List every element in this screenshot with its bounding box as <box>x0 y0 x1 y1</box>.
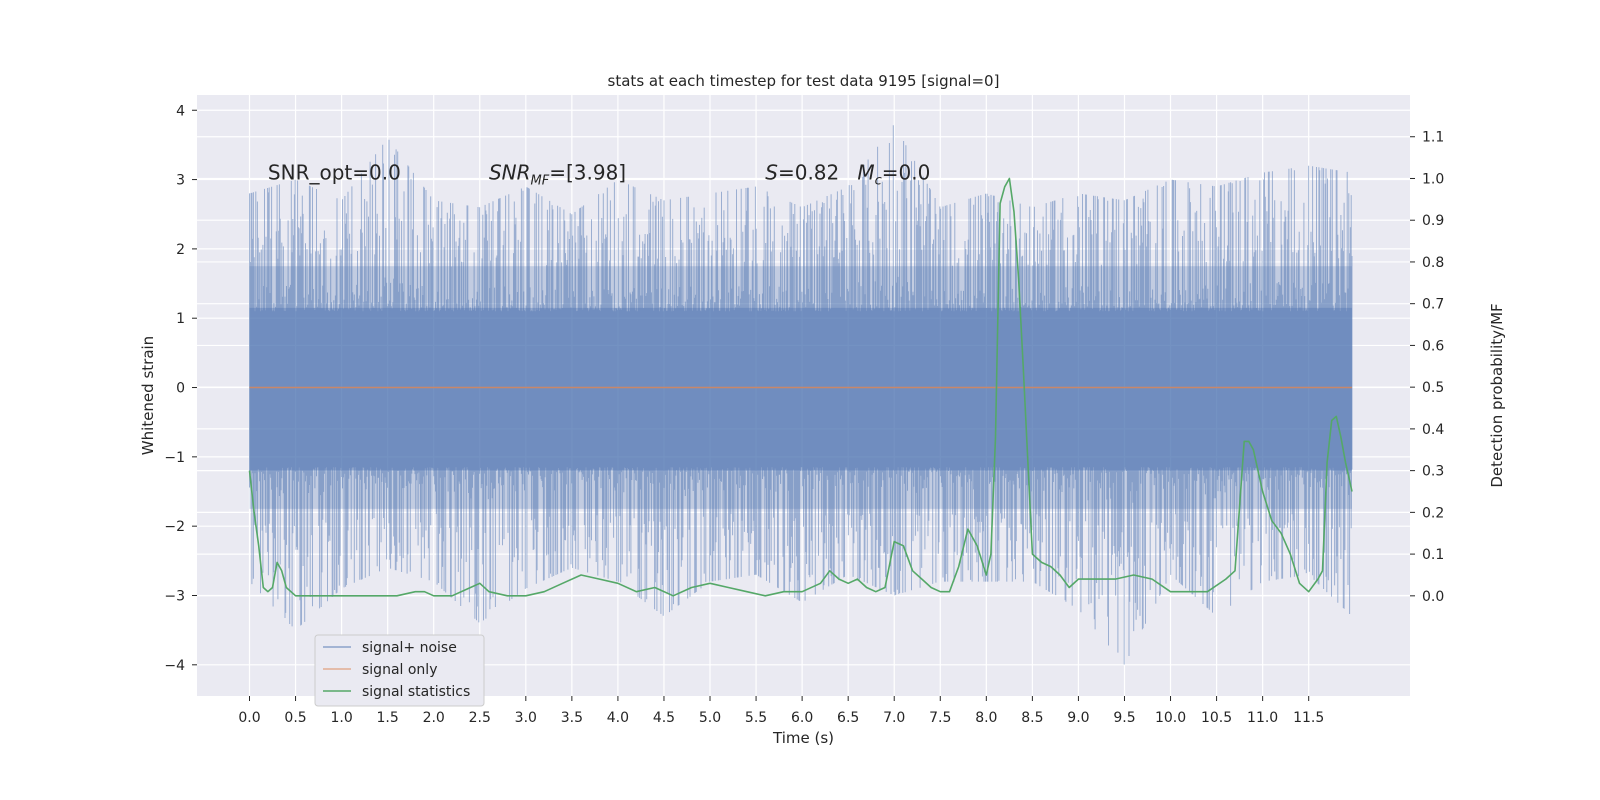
y2-tick-label: 0.8 <box>1422 255 1444 271</box>
x-tick-label: 5.0 <box>699 710 721 726</box>
y2-tick-label: 0.5 <box>1422 380 1444 396</box>
legend: signal+ noise signal only signal statist… <box>314 634 485 707</box>
legend-label-signal-statistics: signal statistics <box>362 684 470 700</box>
y-tick-label: 0 <box>176 381 185 397</box>
y2-tick-label: 0.0 <box>1422 589 1444 605</box>
y2-axis-label: Detection probability/MF <box>1488 303 1506 487</box>
x-tick-label: 8.0 <box>975 710 997 726</box>
y-tick-label: 3 <box>176 173 185 189</box>
legend-label-signal-only: signal only <box>362 662 437 678</box>
x-tick-label: 9.0 <box>1067 710 1089 726</box>
legend-label-signal-noise: signal+ noise <box>362 640 457 656</box>
x-tick-label: 6.5 <box>837 710 859 726</box>
signal-statistics-series <box>248 177 1353 597</box>
signal-noise-lower-band <box>249 470 1352 509</box>
annotations: SNR_opt=0.0 SNRMF=[3.98] S=0.82 Mc=0.0 <box>268 161 930 189</box>
y2-tick-label: 0.9 <box>1422 213 1444 229</box>
x-axis-label: Time (s) <box>772 729 834 747</box>
y2-tick-label: 0.3 <box>1422 464 1444 480</box>
signal-noise-upper-band <box>249 266 1352 308</box>
x-tick-label: 7.0 <box>883 710 905 726</box>
x-tick-label: 5.5 <box>745 710 767 726</box>
x-tick-label: 1.0 <box>330 710 352 726</box>
y-tick-label: −4 <box>164 658 185 674</box>
x-tick-label: 4.5 <box>653 710 675 726</box>
x-tick-label: 6.0 <box>791 710 813 726</box>
y-tick-label: −2 <box>164 519 185 535</box>
y2-tick-label: 0.2 <box>1422 505 1444 521</box>
y2-axis-ticks: 0.0 0.1 0.2 0.3 0.4 0.5 0.6 0.7 0.8 0.9 1.0 1.1 <box>1410 130 1444 605</box>
y-tick-label: 4 <box>176 103 185 119</box>
y-tick-label: −3 <box>164 588 185 604</box>
legend-box <box>314 634 485 707</box>
y2-tick-label: 0.7 <box>1422 297 1444 313</box>
x-tick-label: 2.5 <box>469 710 491 726</box>
x-tick-label: 4.0 <box>607 710 629 726</box>
x-tick-label: 3.0 <box>515 710 537 726</box>
y2-tick-label: 1.1 <box>1422 130 1444 146</box>
y2-tick-label: 0.6 <box>1422 338 1444 354</box>
annotation-1: SNRMF=[3.98] <box>489 161 626 189</box>
y-tick-label: −1 <box>164 450 185 466</box>
x-tick-label: 10.5 <box>1201 710 1232 726</box>
y-tick-label: 1 <box>176 311 185 327</box>
x-axis-ticks: 0.0 0.5 1.0 1.5 2.0 2.5 3.0 3.5 4.0 4.5 5.0 5.5 6.0 6… <box>238 696 1324 726</box>
x-tick-label: 0.0 <box>238 710 260 726</box>
signal-noise-series <box>249 125 1353 665</box>
y2-tick-label: 0.1 <box>1422 547 1444 563</box>
y-tick-label: 2 <box>176 242 185 258</box>
y2-tick-label: 0.4 <box>1422 422 1444 438</box>
annotation-0: SNR_opt=0.0 <box>268 161 401 185</box>
annotation-3: Mc=0.0 <box>857 161 930 189</box>
x-tick-label: 2.0 <box>423 710 445 726</box>
x-tick-label: 3.5 <box>561 710 583 726</box>
x-tick-label: 1.5 <box>377 710 399 726</box>
y2-tick-label: 1.0 <box>1422 171 1444 187</box>
y-axis-ticks: −4 −3 −2 −1 0 1 2 3 4 <box>164 103 197 674</box>
x-tick-label: 11.5 <box>1293 710 1324 726</box>
x-tick-label: 9.5 <box>1113 710 1135 726</box>
x-tick-label: 8.5 <box>1021 710 1043 726</box>
chart-title: stats at each timestep for test data 919… <box>608 72 1000 90</box>
x-tick-label: 10.0 <box>1155 710 1186 726</box>
signal-statistics-line <box>248 177 1353 597</box>
annotation-2: S=0.82 <box>765 161 839 185</box>
y-axis-label: Whitened strain <box>139 336 157 455</box>
x-tick-label: 11.0 <box>1247 710 1278 726</box>
x-tick-label: 7.5 <box>929 710 951 726</box>
x-tick-label: 0.5 <box>284 710 306 726</box>
